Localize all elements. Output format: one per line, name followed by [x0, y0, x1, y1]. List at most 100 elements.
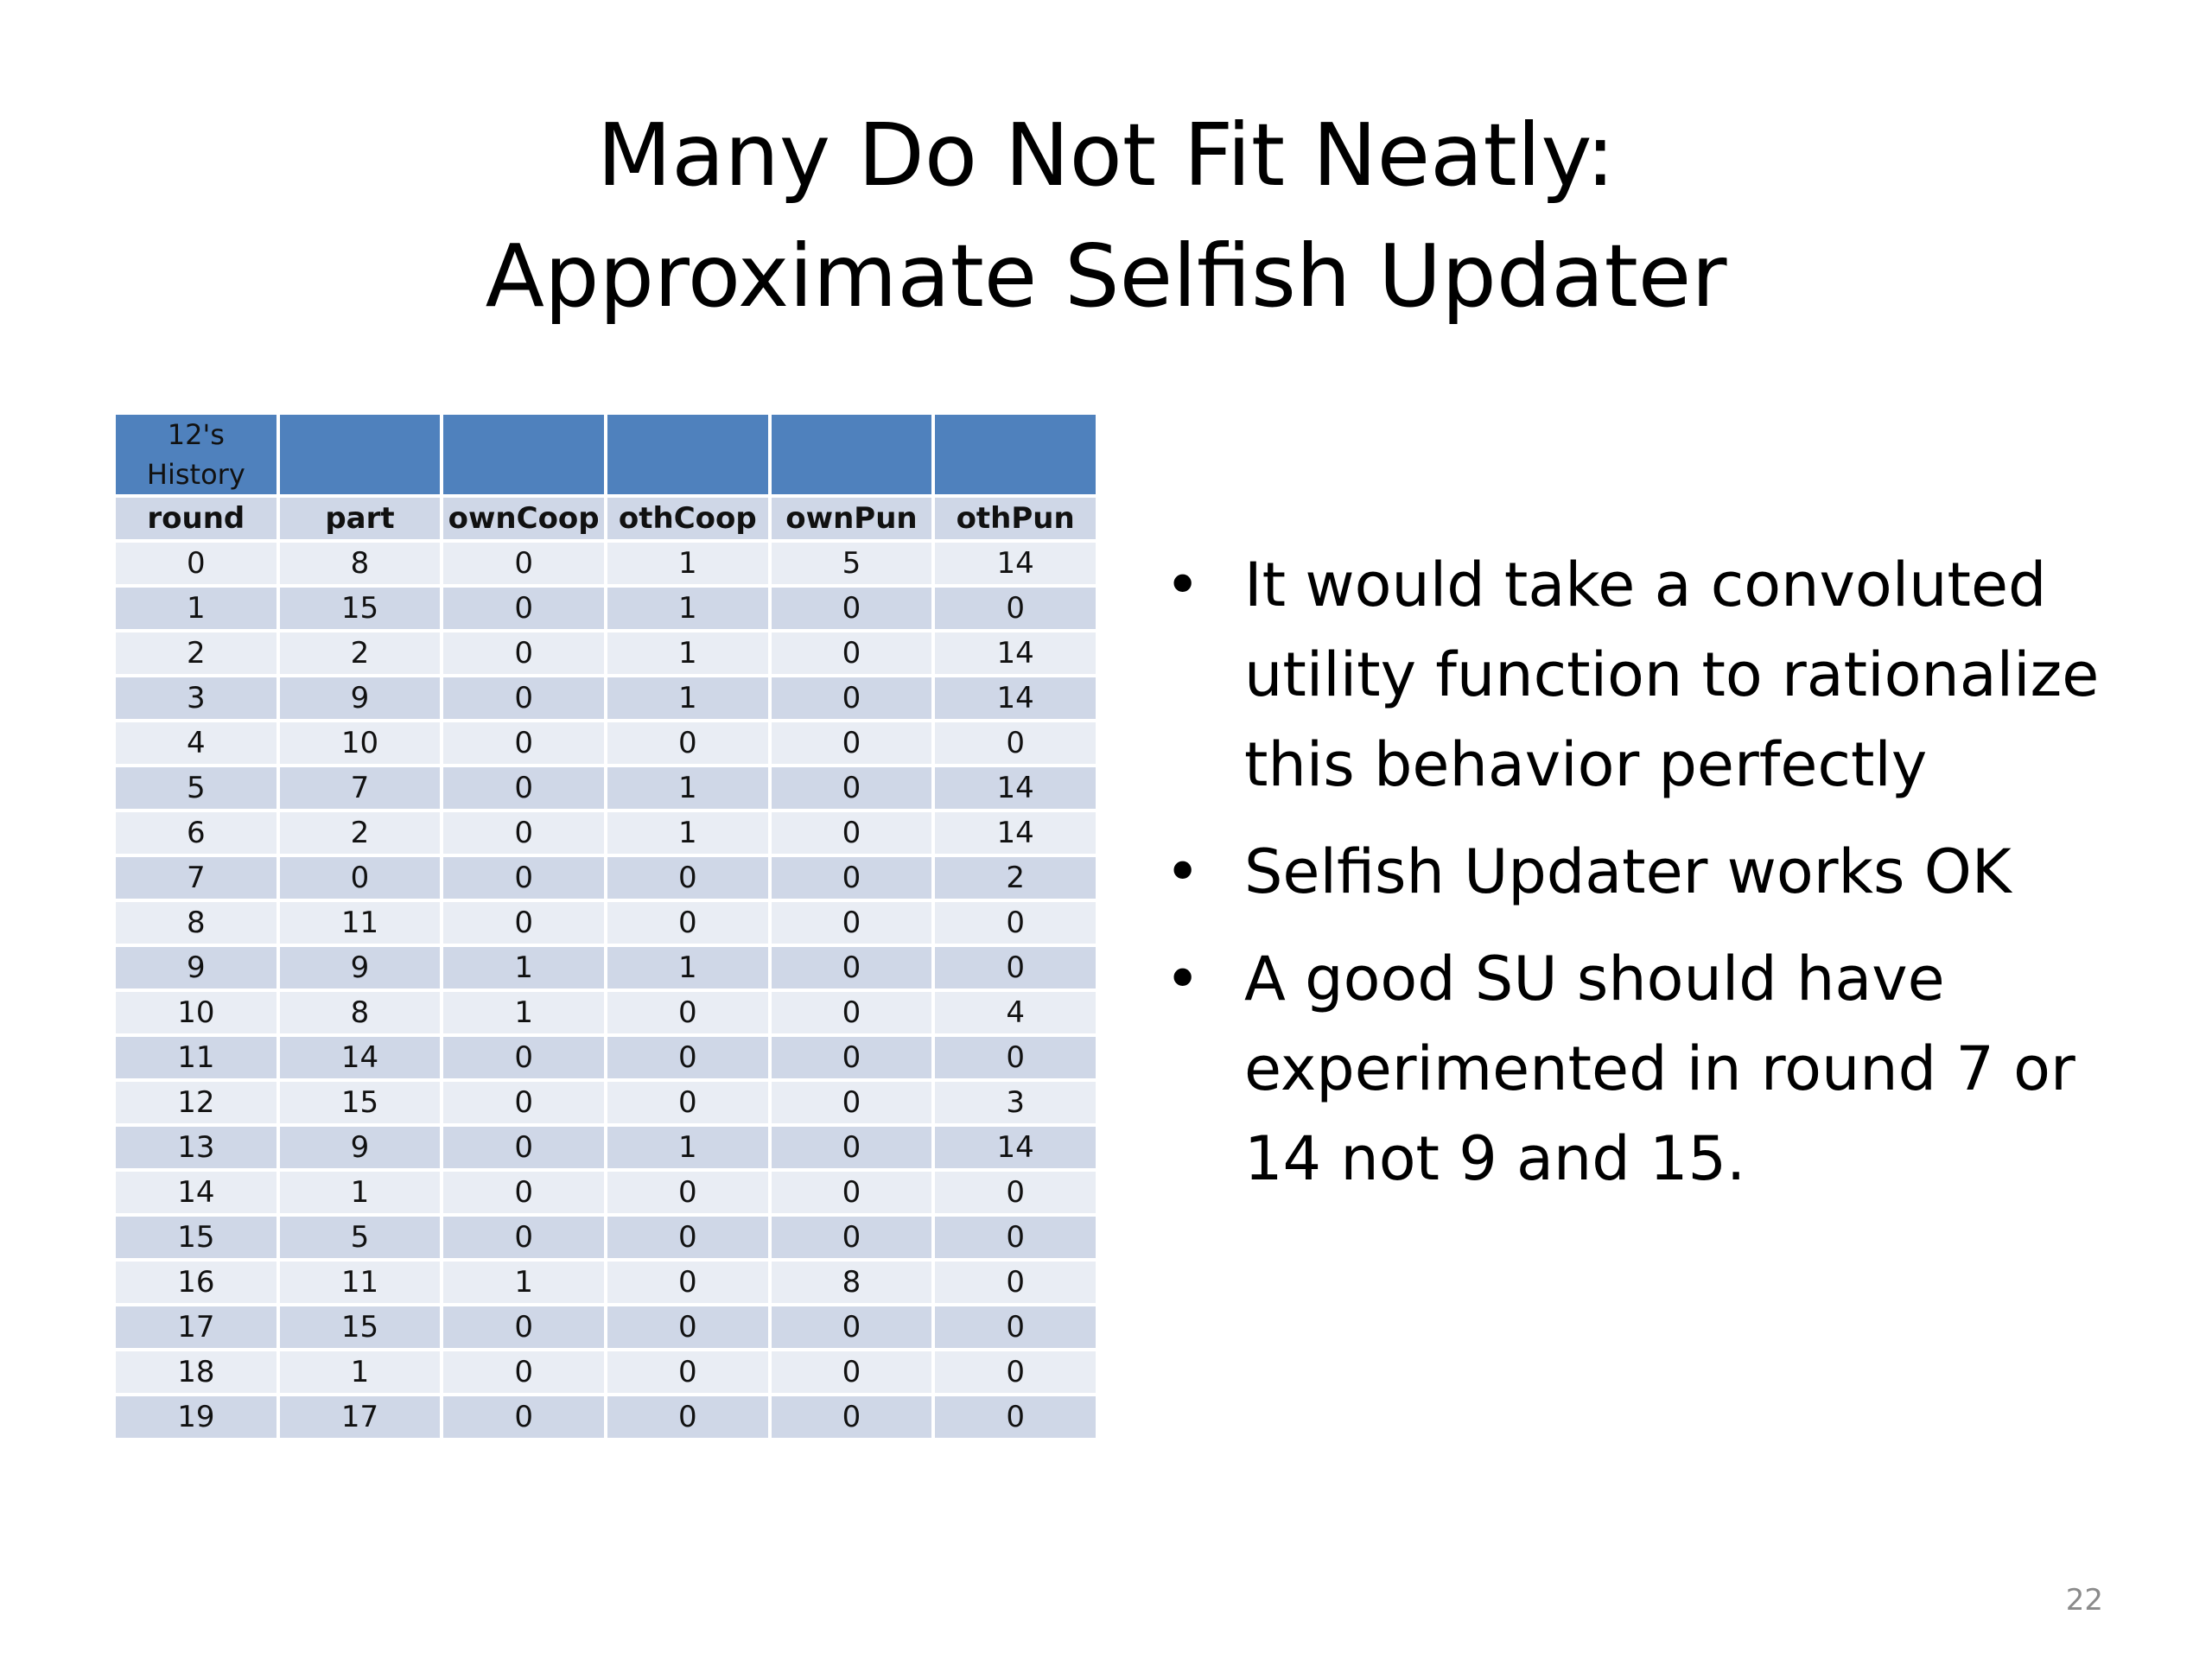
table-cell-owncoop: 0 [443, 857, 604, 899]
table-cell-owncoop: 0 [443, 632, 604, 674]
table-cell-othcoop: 0 [607, 722, 768, 764]
table-cell-othpun: 14 [935, 767, 1096, 809]
table-cell-owncoop: 0 [443, 1217, 604, 1258]
table-cell-ownpun: 0 [771, 902, 932, 944]
table-title-cell [443, 415, 604, 494]
table-cell-othcoop: 1 [607, 632, 768, 674]
bullet-text: It would take a convoluted utility funct… [1244, 550, 2100, 800]
column-header-part: part [279, 498, 441, 539]
bullet-text: Selfish Updater works OK [1244, 836, 2012, 907]
table-cell-othcoop: 1 [607, 588, 768, 629]
column-header-othpun: othPun [935, 498, 1096, 539]
table-cell-round: 2 [116, 632, 276, 674]
table-row: 13 9 0 1 0 14 [116, 1127, 1096, 1168]
table-cell-owncoop: 0 [443, 677, 604, 719]
table-cell-ownpun: 0 [771, 1351, 932, 1393]
table-cell-round: 19 [116, 1396, 276, 1438]
table-cell-round: 9 [116, 947, 276, 988]
table-cell-othcoop: 0 [607, 1217, 768, 1258]
table-cell-part: 9 [279, 947, 441, 988]
bullet-list: • It would take a convoluted utility func… [1158, 540, 2152, 1221]
bullet-item: • Selfish Updater works OK [1158, 827, 2152, 917]
table-row: 14 1 0 0 0 0 [116, 1172, 1096, 1213]
table-cell-othpun: 0 [935, 1037, 1096, 1078]
table-cell-part: 15 [279, 1306, 441, 1348]
table-title-cell [279, 415, 441, 494]
table-row: 16 11 1 0 8 0 [116, 1262, 1096, 1303]
table-caption-line-2: History [146, 458, 245, 491]
table-cell-othpun: 14 [935, 1127, 1096, 1168]
table-cell-othcoop: 1 [607, 677, 768, 719]
table-row: 15 5 0 0 0 0 [116, 1217, 1096, 1258]
column-header-owncoop: ownCoop [443, 498, 604, 539]
bullet-dot-icon: • [1165, 550, 1201, 620]
table-cell-othpun: 0 [935, 1306, 1096, 1348]
table-cell-round: 3 [116, 677, 276, 719]
table-cell-othpun: 0 [935, 902, 1096, 944]
table-cell-owncoop: 0 [443, 722, 604, 764]
table-row: 12 15 0 0 0 3 [116, 1082, 1096, 1123]
slide-title: Many Do Not Fit Neatly: Approximate Self… [0, 95, 2212, 337]
table-cell-ownpun: 8 [771, 1262, 932, 1303]
table-cell-owncoop: 0 [443, 767, 604, 809]
table-header-row: round part ownCoop othCoop ownPun othPun [116, 498, 1096, 539]
table-cell-round: 12 [116, 1082, 276, 1123]
table-cell-othpun: 0 [935, 1217, 1096, 1258]
table-cell-part: 8 [279, 543, 441, 584]
table-cell-owncoop: 0 [443, 1172, 604, 1213]
table-cell-round: 5 [116, 767, 276, 809]
table-cell-part: 9 [279, 677, 441, 719]
table-cell-ownpun: 0 [771, 1082, 932, 1123]
table-cell-othcoop: 1 [607, 543, 768, 584]
table-row: 6 2 0 1 0 14 [116, 812, 1096, 854]
table-row: 1 15 0 1 0 0 [116, 588, 1096, 629]
table-cell-round: 10 [116, 992, 276, 1033]
table-cell-othcoop: 0 [607, 857, 768, 899]
table-cell-othpun: 0 [935, 1351, 1096, 1393]
table-cell-part: 2 [279, 632, 441, 674]
table-cell-round: 4 [116, 722, 276, 764]
table-cell-owncoop: 1 [443, 947, 604, 988]
table-cell-owncoop: 0 [443, 902, 604, 944]
table-cell-part: 15 [279, 1082, 441, 1123]
table-cell-othpun: 0 [935, 1396, 1096, 1438]
bullet-dot-icon: • [1165, 944, 1201, 1014]
table-cell-part: 8 [279, 992, 441, 1033]
table-cell-ownpun: 0 [771, 947, 932, 988]
table-cell-round: 0 [116, 543, 276, 584]
table-caption-cell: 12's History [116, 415, 276, 494]
table-cell-othcoop: 1 [607, 947, 768, 988]
table-cell-ownpun: 0 [771, 1306, 932, 1348]
table-cell-ownpun: 0 [771, 1217, 932, 1258]
table-cell-part: 11 [279, 902, 441, 944]
history-table: 12's History round part ownCoop othCoop ownP… [112, 411, 1099, 1441]
table-cell-part: 17 [279, 1396, 441, 1438]
table-cell-round: 17 [116, 1306, 276, 1348]
table-cell-othpun: 4 [935, 992, 1096, 1033]
table-cell-ownpun: 0 [771, 588, 932, 629]
table-cell-othpun: 2 [935, 857, 1096, 899]
table-cell-part: 14 [279, 1037, 441, 1078]
table-row: 19 17 0 0 0 0 [116, 1396, 1096, 1438]
table-cell-othpun: 14 [935, 543, 1096, 584]
table-cell-othcoop: 0 [607, 902, 768, 944]
table-cell-part: 9 [279, 1127, 441, 1168]
table-cell-othpun: 0 [935, 1262, 1096, 1303]
table-cell-ownpun: 0 [771, 632, 932, 674]
table-cell-part: 11 [279, 1262, 441, 1303]
table-cell-owncoop: 1 [443, 992, 604, 1033]
table-cell-othcoop: 0 [607, 1351, 768, 1393]
table-caption-line-1: 12's [167, 418, 225, 451]
table-cell-owncoop: 0 [443, 588, 604, 629]
table-cell-owncoop: 0 [443, 812, 604, 854]
table-cell-owncoop: 0 [443, 1127, 604, 1168]
table-cell-owncoop: 0 [443, 1037, 604, 1078]
table-cell-othcoop: 0 [607, 1172, 768, 1213]
table-cell-othcoop: 0 [607, 1262, 768, 1303]
bullet-item: • It would take a convoluted utility func… [1158, 540, 2152, 810]
table-cell-othpun: 0 [935, 1172, 1096, 1213]
table-cell-owncoop: 0 [443, 1306, 604, 1348]
table-cell-owncoop: 0 [443, 1351, 604, 1393]
table-cell-othcoop: 0 [607, 992, 768, 1033]
